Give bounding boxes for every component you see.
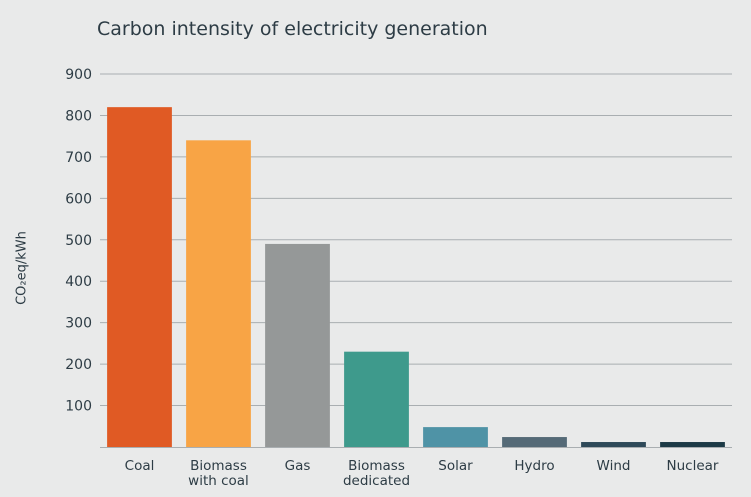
x-tick-label: Gas	[285, 458, 311, 474]
x-tick-label: Biomass	[190, 458, 247, 474]
bar	[423, 427, 488, 447]
bar	[581, 442, 646, 447]
bar	[186, 140, 251, 448]
bar	[502, 437, 567, 447]
y-tick-label: 900	[65, 67, 92, 83]
x-tick-label: Wind	[597, 458, 631, 474]
y-tick-label: 600	[65, 191, 92, 207]
y-tick-label: 100	[65, 399, 92, 415]
y-tick-label: 400	[65, 274, 92, 290]
y-tick-label: 800	[65, 108, 92, 124]
bar	[107, 107, 172, 448]
x-tick-label: Solar	[438, 458, 473, 474]
bar	[660, 442, 725, 447]
chart-title: Carbon intensity of electricity generati…	[97, 18, 488, 40]
y-tick-label: 300	[65, 316, 92, 332]
y-tick-label: 700	[65, 150, 92, 166]
bar	[265, 243, 330, 447]
y-tick-label: 200	[65, 357, 92, 373]
x-tick-label: Biomass	[348, 458, 405, 474]
x-tick-label: Nuclear	[667, 458, 719, 474]
x-tick-label: with coal	[188, 473, 249, 489]
x-tick-label: Coal	[125, 458, 155, 474]
y-tick-label: 500	[65, 233, 92, 249]
bar	[344, 351, 409, 447]
x-tick-label: dedicated	[343, 473, 410, 489]
x-tick-label: Hydro	[514, 458, 554, 474]
